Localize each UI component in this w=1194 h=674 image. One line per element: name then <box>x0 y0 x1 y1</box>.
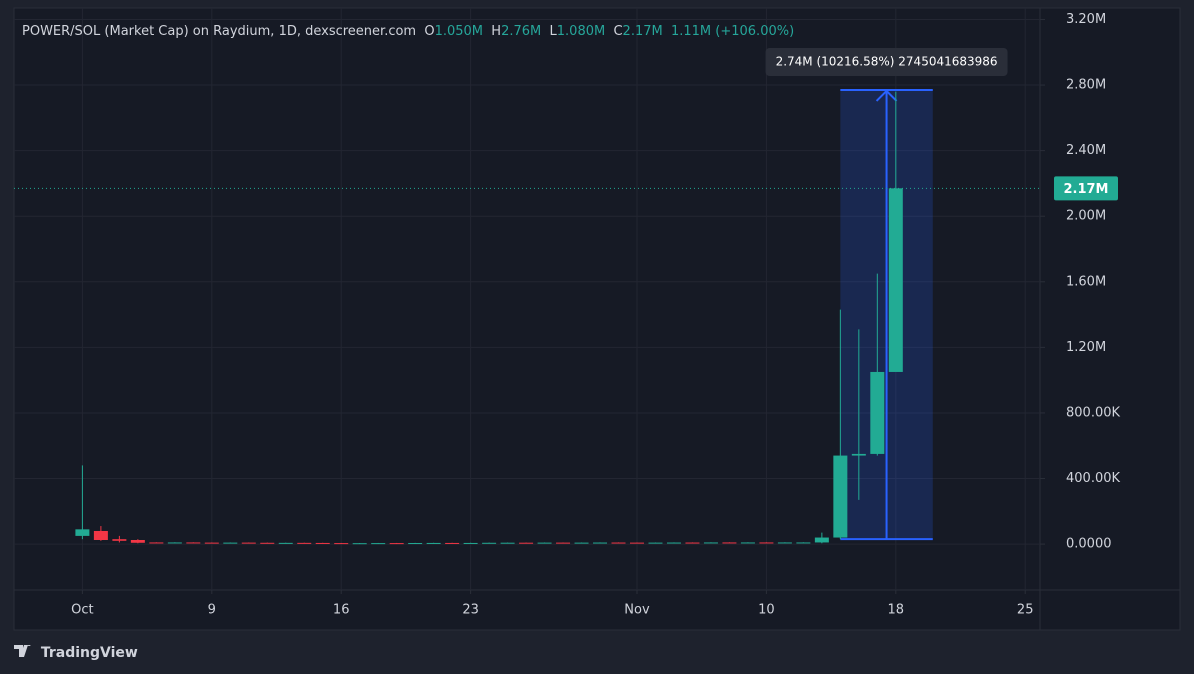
y-tick-label: 2.40M <box>1066 143 1106 158</box>
candle-body <box>75 529 90 536</box>
candle-body <box>519 542 534 544</box>
x-tick-label: Oct <box>71 603 93 618</box>
candle-body <box>389 543 404 545</box>
candle-body <box>130 539 145 543</box>
candle-body <box>740 542 755 544</box>
candle-body <box>851 453 866 456</box>
y-tick-label: 400.00K <box>1066 471 1120 486</box>
candle-body <box>352 543 367 545</box>
candle-body <box>278 542 293 544</box>
brand-text: TradingView <box>40 645 138 661</box>
candle-body <box>870 371 885 454</box>
y-tick-label: 3.20M <box>1066 12 1106 27</box>
ohlc-value: 1.080M <box>556 24 606 39</box>
candle-body <box>629 542 644 544</box>
last-price-label: 2.17M <box>1063 182 1108 197</box>
candle-body <box>759 542 774 544</box>
candle-body <box>334 543 349 545</box>
ohlc-key: H <box>491 24 502 39</box>
change: 1.11M (+106.00%) <box>670 24 795 39</box>
candle-body <box>482 542 497 544</box>
candle-body <box>685 542 700 544</box>
candle-body <box>149 542 164 544</box>
ohlc-value: 2.76M <box>501 24 542 39</box>
measure-label: 2.74M (10216.58%) 2745041683986 <box>776 55 998 69</box>
candle-body <box>537 542 552 544</box>
candle-body <box>500 542 515 544</box>
x-tick-label: Nov <box>624 603 650 618</box>
candle-body <box>371 543 386 545</box>
x-tick-label: 25 <box>1017 603 1034 618</box>
x-tick-label: 23 <box>462 603 479 618</box>
candle-body <box>796 542 811 544</box>
candle-body <box>556 542 571 544</box>
x-tick-label: 18 <box>888 603 905 618</box>
last-price-box <box>1054 176 1118 201</box>
ohlc-key: L <box>549 24 557 39</box>
candle-body <box>297 542 312 544</box>
chart-frame <box>13 7 1181 631</box>
candle-body <box>93 530 108 540</box>
candle-body <box>445 542 460 544</box>
ohlc-value: 1.050M <box>434 24 484 39</box>
candle-body <box>648 542 663 544</box>
x-tick-label: 10 <box>758 603 775 618</box>
candle-body <box>167 542 182 544</box>
y-tick-label: 1.60M <box>1066 274 1106 289</box>
ohlc-key: O <box>424 24 435 39</box>
candle-body <box>593 542 608 544</box>
symbol: POWER/SOL (Market Cap) on Raydium, 1D, d… <box>22 24 417 39</box>
candle-body <box>777 542 792 544</box>
x-tick-label: 16 <box>333 603 350 618</box>
candle-body <box>204 542 219 544</box>
candle-body <box>315 542 330 544</box>
candle-body <box>611 542 626 544</box>
x-tick-label: 9 <box>208 603 216 618</box>
candle-body <box>223 542 238 544</box>
logo <box>14 642 32 657</box>
candle-body <box>186 542 201 544</box>
candle-body <box>833 455 848 538</box>
candle-body <box>888 188 903 372</box>
candle-body <box>703 542 718 544</box>
y-tick-label: 800.00K <box>1066 405 1120 420</box>
measure-label-box <box>765 48 1008 76</box>
candle-body <box>408 543 423 545</box>
y-tick-label: 0.0000 <box>1066 537 1112 552</box>
ohlc-value: 2.17M <box>622 24 663 39</box>
branding: TradingView <box>14 642 138 661</box>
measure-arrowhead <box>875 89 898 102</box>
y-tick-label: 2.00M <box>1066 209 1106 224</box>
candle-body <box>426 542 441 544</box>
legend-header: POWER/SOL (Market Cap) on Raydium, 1D, d… <box>22 24 794 39</box>
candle-body <box>463 542 478 544</box>
candle-body <box>112 539 127 541</box>
candle-body <box>241 542 256 544</box>
ohlc-key: C <box>613 24 623 39</box>
chart-background <box>14 8 1180 630</box>
candle-body <box>260 542 275 544</box>
candle-body <box>814 537 829 543</box>
candle-body <box>666 542 681 544</box>
y-tick-label: 2.80M <box>1066 78 1106 93</box>
candle-body <box>574 542 589 544</box>
y-tick-label: 1.20M <box>1066 340 1106 355</box>
candle-body <box>722 542 737 544</box>
